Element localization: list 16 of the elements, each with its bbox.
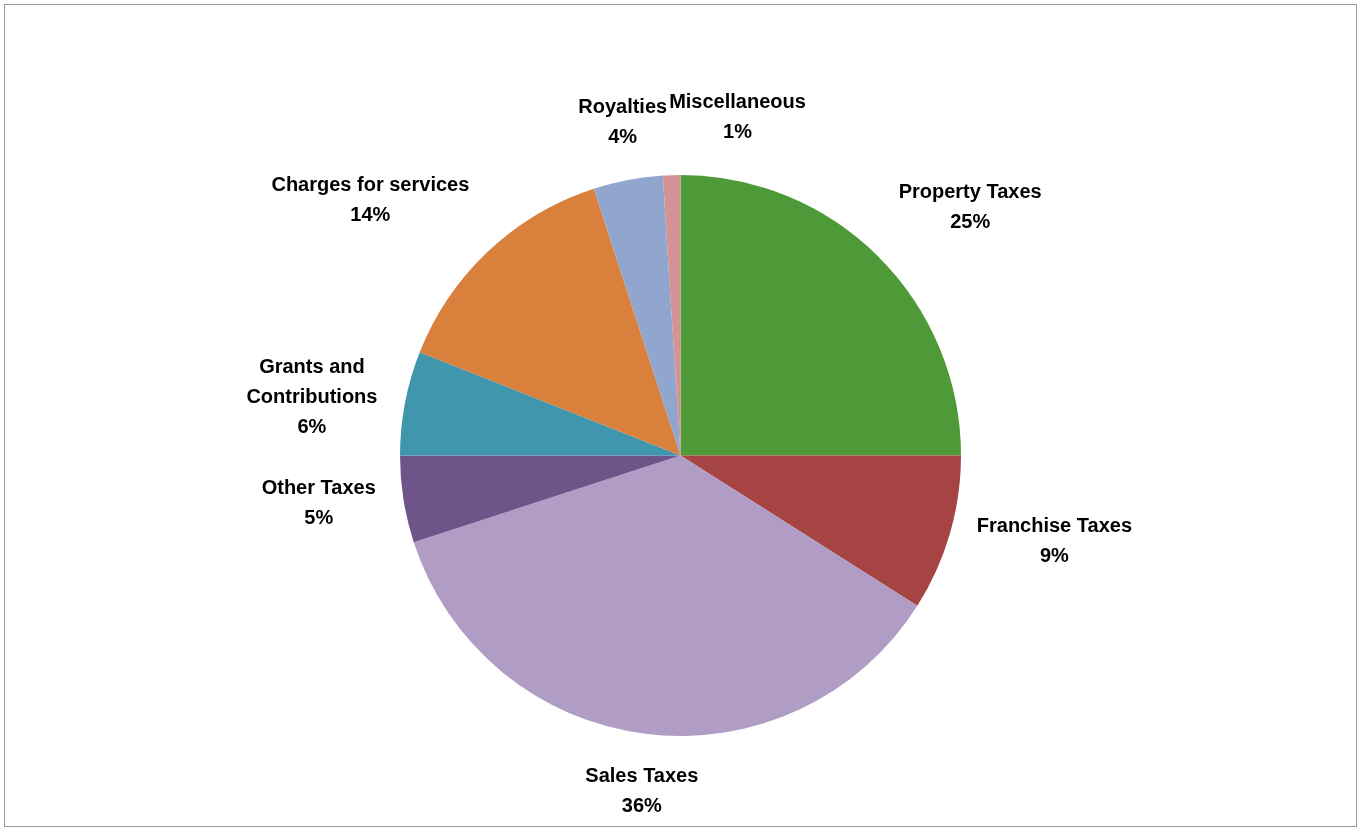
data-label: 25% — [950, 209, 991, 232]
slice-label: Grants and Contributions — [246, 355, 378, 408]
data-label: 4% — [608, 124, 638, 147]
data-label: 14% — [350, 203, 391, 226]
slice-label: Charges for services — [271, 173, 470, 196]
slice-label: Property Taxes — [898, 179, 1042, 202]
data-label: 1% — [723, 119, 753, 142]
data-label: 9% — [1039, 544, 1070, 567]
slice-label: Franchise Taxes — [976, 514, 1133, 537]
data-label: 5% — [304, 506, 334, 529]
data-label: 6% — [297, 415, 327, 438]
slice-label: Other Taxes — [261, 476, 376, 499]
data-label: 36% — [621, 794, 663, 817]
slice-label: Sales Taxes — [585, 764, 699, 787]
slice-label: Royalties — [578, 94, 668, 117]
slice-label: Miscellaneous — [669, 89, 806, 112]
